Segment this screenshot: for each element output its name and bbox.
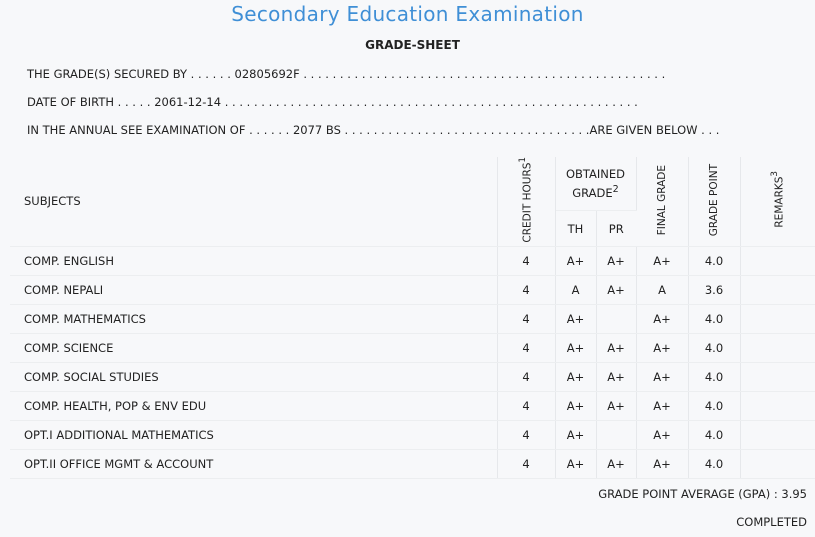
dob-line: DATE OF BIRTH . . . . . 2061-12-14 . . .…: [27, 95, 638, 109]
pr-grade: A+: [596, 246, 637, 276]
final-grade: A: [636, 275, 689, 305]
pr-header: PR: [596, 210, 636, 247]
credit-hours: 4: [497, 304, 556, 334]
remarks: [740, 449, 815, 479]
exam-year: 2077 BS: [292, 123, 341, 137]
credit-hours: 4: [497, 391, 556, 421]
remarks: [740, 246, 815, 276]
final-grade: A+: [636, 391, 689, 421]
th-grade: A+: [555, 246, 597, 276]
th-grade: A+: [555, 304, 597, 334]
subject-name: COMP. NEPALI: [10, 275, 498, 305]
date-of-birth: 2061-12-14: [154, 95, 222, 109]
subject-name: COMP. MATHEMATICS: [10, 304, 498, 334]
secured-by-line: THE GRADE(S) SECURED BY . . . . . . 0280…: [27, 67, 665, 81]
remarks: [740, 420, 815, 450]
credit-hours: 4: [497, 275, 556, 305]
gpa-label: GRADE POINT AVERAGE (GPA) :: [598, 487, 782, 501]
dob-dots: . . . . . . . . . . . . . . . . . . . . …: [224, 95, 638, 109]
pr-grade: A+: [596, 391, 637, 421]
table-row: COMP. ENGLISH 4 A+ A+ A+ 4.0: [10, 246, 815, 276]
th-grade: A+: [555, 420, 597, 450]
table-row: COMP. HEALTH, POP & ENV EDU 4 A+ A+ A+ 4…: [10, 391, 815, 421]
secured-by-label: THE GRADE(S) SECURED BY . . . . . .: [27, 67, 231, 81]
remarks: [740, 362, 815, 392]
th-grade: A: [555, 275, 597, 305]
table-row: COMP. NEPALI 4 A A+ A 3.6: [10, 275, 815, 305]
th-grade: A+: [555, 449, 597, 479]
pr-grade: [596, 420, 637, 450]
remarks: [740, 333, 815, 363]
grade-table: SUBJECTS CREDIT HOURS1 OBTAINED GRADE2 F…: [10, 157, 815, 479]
table-row: COMP. SCIENCE 4 A+ A+ A+ 4.0: [10, 333, 815, 363]
grade-point: 4.0: [688, 449, 741, 479]
grade-point: 4.0: [688, 362, 741, 392]
table-row: OPT.II OFFICE MGMT & ACCOUNT 4 A+ A+ A+ …: [10, 449, 815, 479]
final-grade: A+: [636, 362, 689, 392]
subject-name: OPT.II OFFICE MGMT & ACCOUNT: [10, 449, 498, 479]
pr-grade: A+: [596, 275, 637, 305]
final-grade: A+: [636, 420, 689, 450]
th-grade: A+: [555, 333, 597, 363]
pr-grade: A+: [596, 449, 637, 479]
final-grade: A+: [636, 304, 689, 334]
sheet-title: GRADE-SHEET: [365, 38, 460, 52]
subject-name: COMP. ENGLISH: [10, 246, 498, 276]
exam-title: Secondary Education Examination: [231, 2, 584, 26]
credit-hours: 4: [497, 362, 556, 392]
subject-name: COMP. HEALTH, POP & ENV EDU: [10, 391, 498, 421]
remarks: [740, 275, 815, 305]
pr-grade: A+: [596, 333, 637, 363]
table-row: COMP. MATHEMATICS 4 A+ A+ 4.0: [10, 304, 815, 334]
remarks: [740, 391, 815, 421]
th-grade: A+: [555, 362, 597, 392]
final-grade: A+: [636, 246, 689, 276]
final-grade-header: FINAL GRADE: [636, 157, 689, 247]
gpa-value: 3.95: [781, 487, 807, 501]
th-grade: A+: [555, 391, 597, 421]
grade-point: 4.0: [688, 333, 741, 363]
exam-label: IN THE ANNUAL SEE EXAMINATION OF . . . .…: [27, 123, 290, 137]
remarks-header: REMARKS3: [740, 157, 815, 247]
credit-hours: 4: [497, 333, 556, 363]
gpa-line: GRADE POINT AVERAGE (GPA) : 3.95: [598, 487, 807, 501]
grade-point: 4.0: [688, 304, 741, 334]
exam-suffix: ARE GIVEN BELOW . . .: [589, 123, 720, 137]
subjects-header: SUBJECTS: [10, 157, 498, 247]
obtained-grade-header: OBTAINED GRADE2: [555, 157, 637, 212]
symbol-number: 02805692F: [234, 67, 300, 81]
secured-by-dots: . . . . . . . . . . . . . . . . . . . . …: [303, 67, 666, 81]
grade-point: 4.0: [688, 246, 741, 276]
subject-name: COMP. SCIENCE: [10, 333, 498, 363]
dob-label: DATE OF BIRTH . . . . .: [27, 95, 151, 109]
table-row: COMP. SOCIAL STUDIES 4 A+ A+ A+ 4.0: [10, 362, 815, 392]
credit-hours: 4: [497, 449, 556, 479]
final-grade: A+: [636, 449, 689, 479]
grade-point: 3.6: [688, 275, 741, 305]
th-header: TH: [555, 210, 597, 247]
exam-line: IN THE ANNUAL SEE EXAMINATION OF . . . .…: [27, 123, 719, 137]
table-row: OPT.I ADDITIONAL MATHEMATICS 4 A+ A+ 4.0: [10, 420, 815, 450]
exam-dots: . . . . . . . . . . . . . . . . . . . . …: [344, 123, 590, 137]
pr-grade: A+: [596, 362, 637, 392]
grade-point: 4.0: [688, 420, 741, 450]
remarks: [740, 304, 815, 334]
subject-name: OPT.I ADDITIONAL MATHEMATICS: [10, 420, 498, 450]
credit-hours: 4: [497, 420, 556, 450]
credit-hours: 4: [497, 246, 556, 276]
pr-grade: [596, 304, 637, 334]
result-status: COMPLETED: [736, 515, 807, 529]
result-summary: GRADE POINT AVERAGE (GPA) : 3.95 COMPLET…: [10, 470, 815, 537]
final-grade: A+: [636, 333, 689, 363]
subject-name: COMP. SOCIAL STUDIES: [10, 362, 498, 392]
grade-point: 4.0: [688, 391, 741, 421]
credit-hours-header: CREDIT HOURS1: [497, 157, 556, 247]
grade-point-header: GRADE POINT: [688, 157, 741, 247]
student-info: THE GRADE(S) SECURED BY . . . . . . 0280…: [10, 57, 815, 149]
